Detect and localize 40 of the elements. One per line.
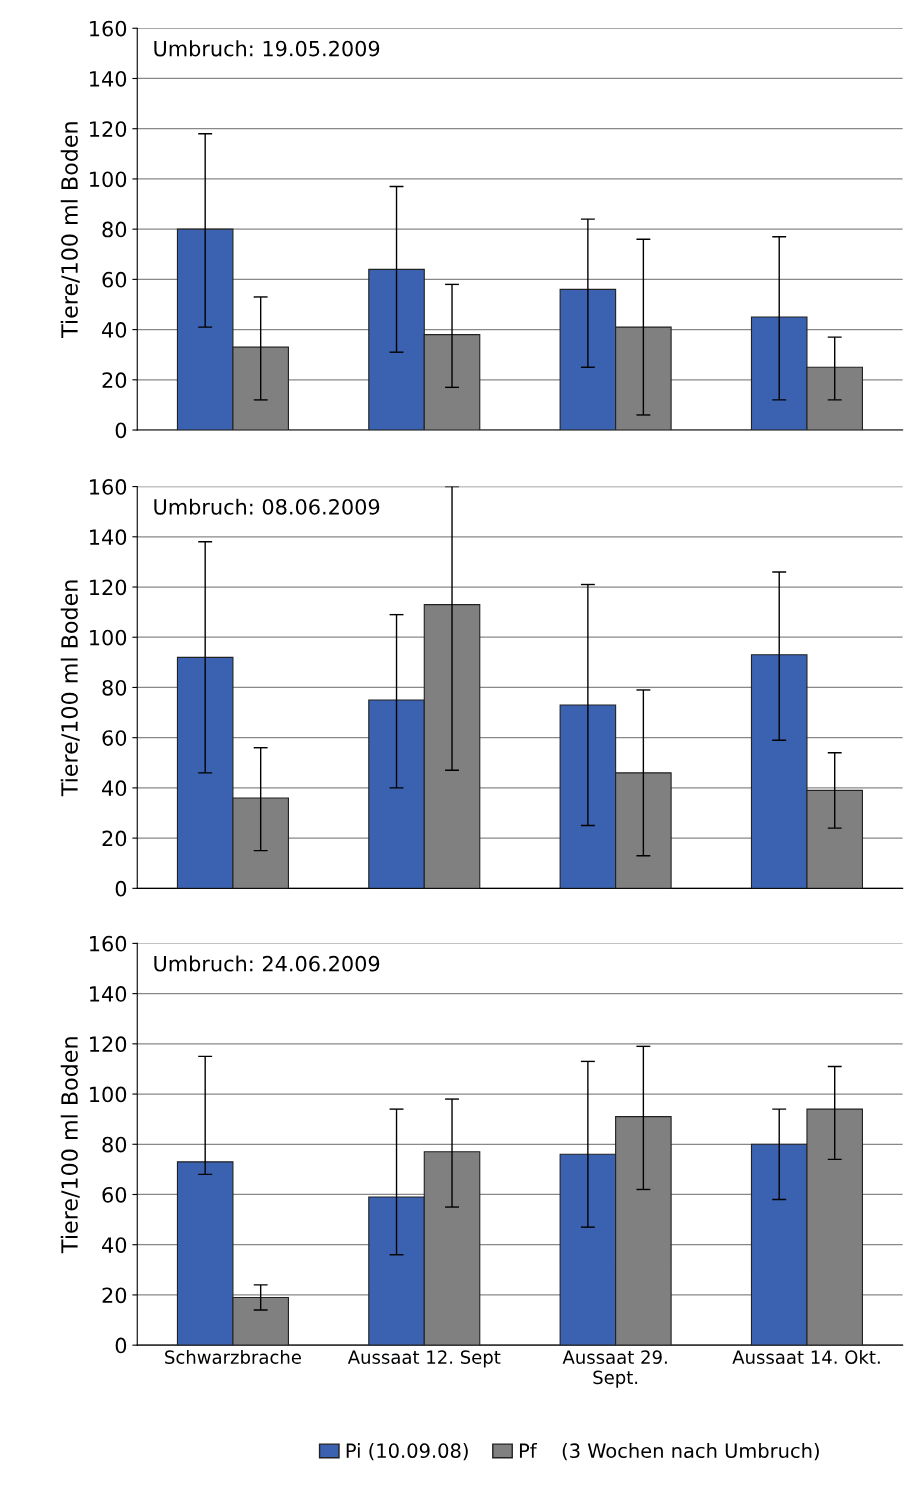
annotation: Umbruch: 08.06.2009 <box>154 498 380 515</box>
y-tick-label: 40 <box>102 780 127 797</box>
text: (3 Wochen nach Umbruch) <box>562 1443 819 1461</box>
annotation: Umbruch: 24.06.2009 <box>154 955 380 972</box>
y-tick-label: 140 <box>90 70 127 87</box>
y-tick-label: 60 <box>102 1186 127 1203</box>
y-tick-label: 80 <box>102 1136 127 1153</box>
annotation: Umbruch: 19.05.2009 <box>154 40 380 57</box>
y-tick-label: 80 <box>102 221 127 238</box>
y-axis-title: Tiere/100 ml Boden <box>60 1037 80 1254</box>
x-tick-label: Schwarzbrache <box>165 1350 301 1364</box>
y-tick-label: 100 <box>90 1086 127 1103</box>
legend-label: Pf <box>519 1443 538 1458</box>
y-tick-label: 160 <box>90 935 127 952</box>
y-tick-label: 60 <box>102 271 127 288</box>
y-tick-label: 0 <box>115 880 127 897</box>
y-axis-title: Tiere/100 ml Boden <box>60 122 80 339</box>
x-tick-label: Aussaat 12. Sept <box>347 1350 501 1368</box>
legend-label: Pi (10.09.08) <box>346 1443 468 1461</box>
y-tick-label: 140 <box>90 986 127 1002</box>
y-tick-label: 160 <box>90 20 127 37</box>
y-tick-label: 120 <box>90 121 127 137</box>
y-tick-label: 60 <box>102 730 127 746</box>
y-tick-label: 20 <box>102 830 127 847</box>
y-tick-label: 40 <box>102 322 127 338</box>
y-tick-label: 100 <box>90 171 127 188</box>
y-tick-label: 80 <box>102 679 127 696</box>
y-tick-label: 120 <box>90 1036 127 1053</box>
y-tick-label: 160 <box>90 479 127 495</box>
y-tick-label: 40 <box>102 1237 127 1253</box>
y-tick-label: 120 <box>90 579 127 596</box>
y-tick-label: 0 <box>115 1337 127 1354</box>
y-tick-label: 140 <box>90 529 127 546</box>
y-axis-title: Tiere/100 ml Boden <box>60 580 80 797</box>
y-tick-label: 20 <box>102 372 127 389</box>
y-tick-label: 100 <box>90 629 127 646</box>
x-tick-label: Aussaat 14. Okt. <box>732 1350 880 1364</box>
y-tick-label: 0 <box>115 422 127 439</box>
x-tick-label: Aussaat 29. Sept. <box>562 1350 667 1388</box>
y-tick-label: 20 <box>102 1287 127 1304</box>
